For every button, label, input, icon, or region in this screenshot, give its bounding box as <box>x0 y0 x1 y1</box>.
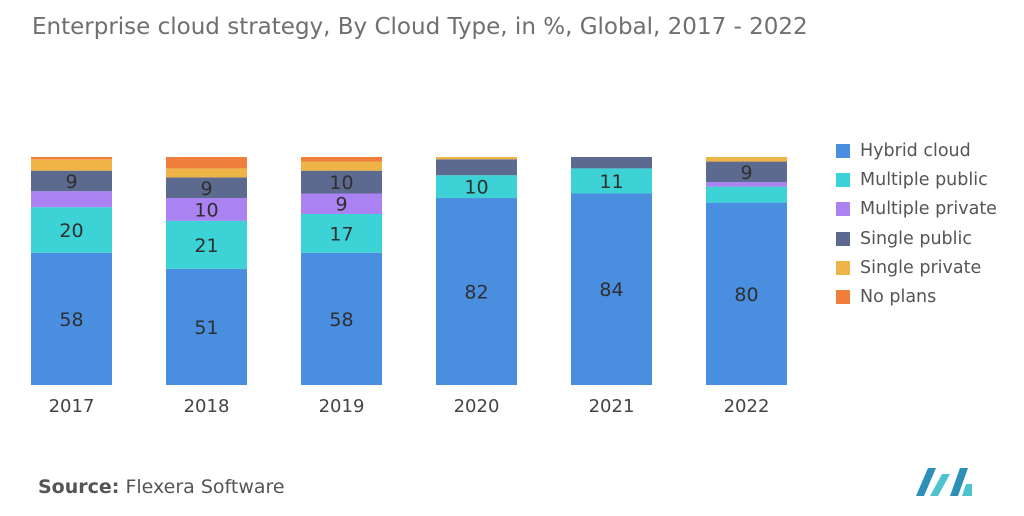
logo-shape-tail <box>962 484 972 496</box>
bar-segment-2019-multiple-private <box>301 193 382 214</box>
bar-segment-2017-no-plans <box>31 157 112 160</box>
logo-shape-right <box>950 468 968 496</box>
bar-segment-2021-hybrid-cloud <box>571 193 652 385</box>
bar-segment-2019-single-public <box>301 170 382 194</box>
source-label: Source: <box>38 476 120 498</box>
legend-label-single-public: Single public <box>860 228 973 249</box>
legend-item-no-plans: No plans <box>836 282 997 311</box>
logo-shape-middle <box>930 474 950 496</box>
data-label-2018-multiple-private: 10 <box>194 199 218 221</box>
legend-swatch-single-private <box>836 260 850 275</box>
data-label-2019-multiple-private: 9 <box>335 194 347 216</box>
legend-swatch-multiple-private <box>836 202 850 217</box>
legend-label-no-plans: No plans <box>860 287 937 308</box>
legend-item-single-public: Single public <box>836 224 997 253</box>
legend-swatch-single-public <box>836 231 850 246</box>
bar-segment-2019-single-private <box>301 161 382 171</box>
data-label-2019-single-public: 10 <box>329 172 353 194</box>
legend-item-multiple-private: Multiple private <box>836 195 997 224</box>
x-tick-label-2022: 2022 <box>724 396 770 417</box>
data-label-2020-multiple-public: 10 <box>464 177 488 199</box>
legend-swatch-no-plans <box>836 290 850 305</box>
bar-segment-2017-multiple-public <box>31 207 112 253</box>
data-label-2017-hybrid-cloud: 58 <box>59 309 83 331</box>
bar-segment-2018-single-public <box>166 177 247 199</box>
chart-legend: Hybrid cloud Multiple public Multiple priv… <box>836 136 997 312</box>
bar-segment-2020-single-public <box>436 159 517 176</box>
x-tick-label-2017: 2017 <box>49 396 95 417</box>
data-label-2017-multiple-public: 20 <box>59 220 83 242</box>
x-tick-label-2021: 2021 <box>589 396 635 417</box>
bar-segment-2022-single-public <box>706 161 787 183</box>
bar-segment-2017-multiple-private <box>31 191 112 208</box>
bar-segment-2017-hybrid-cloud <box>31 252 112 385</box>
bar-segment-2022-multiple-public <box>706 186 787 203</box>
data-label-2018-hybrid-cloud: 51 <box>194 317 218 339</box>
legend-label-multiple-public: Multiple public <box>860 169 988 190</box>
bar-segment-2020-single-private <box>436 157 517 160</box>
bar-segment-2019-no-plans <box>301 157 382 162</box>
legend-label-multiple-private: Multiple private <box>860 199 997 220</box>
bar-segment-2022-hybrid-cloud <box>706 202 787 385</box>
bar-segment-2018-hybrid-cloud <box>166 268 247 385</box>
bar-segment-2022-single-private <box>706 157 787 162</box>
data-label-2019-hybrid-cloud: 58 <box>329 309 353 331</box>
bar-segment-2017-single-private <box>31 159 112 171</box>
data-label-2017-single-public: 9 <box>65 171 77 193</box>
bar-segment-2019-hybrid-cloud <box>301 252 382 385</box>
bar-segment-2020-hybrid-cloud <box>436 198 517 385</box>
x-tick-label-2019: 2019 <box>319 396 365 417</box>
bar-segment-2018-multiple-private <box>166 198 247 221</box>
bar-segment-2018-no-plans <box>166 157 247 169</box>
x-tick-label-2018: 2018 <box>184 396 230 417</box>
legend-swatch-hybrid-cloud <box>836 143 850 158</box>
source-text: Flexera Software <box>125 476 285 498</box>
bar-segment-2022-multiple-private <box>706 182 787 187</box>
data-label-2022-hybrid-cloud: 80 <box>734 284 758 306</box>
bar-segment-2018-multiple-public <box>166 220 247 269</box>
x-tick-label-2020: 2020 <box>454 396 500 417</box>
data-label-2018-single-public: 9 <box>200 178 212 200</box>
bar-segment-2021-multiple-public <box>571 168 652 194</box>
legend-label-single-private: Single private <box>860 257 982 278</box>
data-label-2021-hybrid-cloud: 84 <box>599 279 623 301</box>
legend-item-multiple-public: Multiple public <box>836 165 997 194</box>
bar-segment-2018-single-private <box>166 168 247 178</box>
data-label-2022-single-public: 9 <box>740 162 752 184</box>
legend-label-hybrid-cloud: Hybrid cloud <box>860 140 971 161</box>
bar-segment-2019-multiple-public <box>301 214 382 253</box>
mordor-intelligence-logo-icon <box>916 468 972 496</box>
chart-title: Enterprise cloud strategy, By Cloud Type… <box>32 14 808 40</box>
data-label-2019-multiple-public: 17 <box>329 223 353 245</box>
data-label-2018-multiple-public: 21 <box>194 235 218 257</box>
bar-segment-2021-single-public <box>571 157 652 169</box>
legend-item-hybrid-cloud: Hybrid cloud <box>836 136 997 165</box>
logo-shape-left <box>916 468 936 496</box>
bar-segment-2020-multiple-public <box>436 175 517 199</box>
legend-swatch-multiple-public <box>836 172 850 187</box>
data-label-2020-hybrid-cloud: 82 <box>464 282 488 304</box>
data-label-2021-multiple-public: 11 <box>599 171 623 193</box>
source-note: Source: Flexera Software <box>38 476 285 498</box>
bar-segment-2017-single-public <box>31 170 112 192</box>
legend-item-single-private: Single private <box>836 253 997 282</box>
